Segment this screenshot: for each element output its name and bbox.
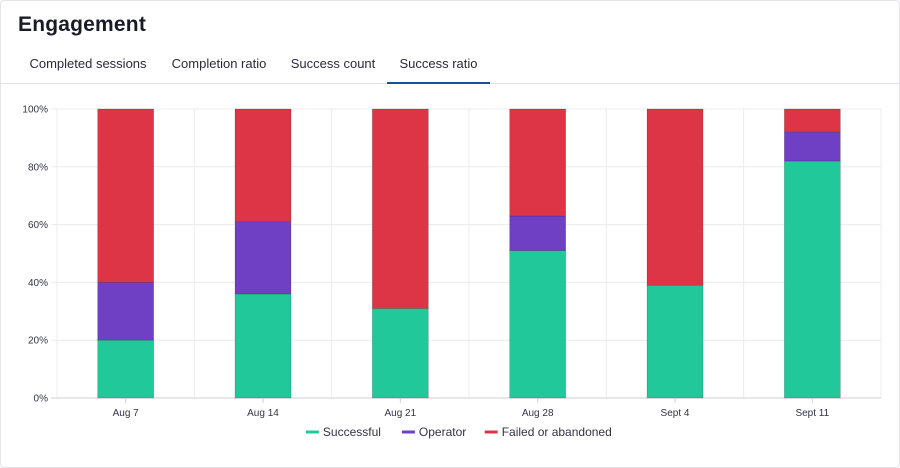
bar-successful (234, 293, 292, 399)
x-tick-label: Aug 21 (384, 408, 416, 419)
bar-successful (784, 160, 841, 399)
tab-success-count[interactable]: Success count (290, 56, 376, 71)
bar-failed-or-abandoned (784, 108, 841, 133)
bar-failed-or-abandoned (646, 108, 704, 286)
chart-tabs: Completed sessions Completion ratio Succ… (1, 45, 899, 84)
x-tick-label: Sept 11 (795, 408, 829, 419)
y-tick-label: 80% (28, 162, 48, 173)
bar-successful (646, 284, 704, 399)
tab-completed-sessions[interactable]: Completed sessions (29, 56, 147, 71)
bar-failed-or-abandoned (372, 108, 429, 309)
bar-operator (97, 282, 154, 341)
x-tick-label: Aug 7 (113, 408, 140, 419)
y-tick-label: 20% (28, 336, 48, 347)
bar-failed-or-abandoned (509, 108, 566, 217)
bar-operator (784, 131, 841, 162)
tab-success-ratio[interactable]: Success ratio (387, 45, 490, 84)
bar-failed-or-abandoned (97, 108, 154, 283)
legend-label: Failed or abandoned (502, 425, 612, 439)
y-tick-label: 0% (34, 394, 49, 405)
bar-operator (509, 215, 566, 251)
y-tick-label: 100% (22, 105, 48, 116)
tab-completion-ratio[interactable]: Completion ratio (171, 56, 267, 71)
success-ratio-chart: 0% 20% 40% 60% 80% 100% Aug 7 Aug 14 Aug 21 Aug 2… (22, 105, 882, 439)
x-tick-label: Aug 14 (247, 408, 279, 419)
bar-successful (509, 250, 566, 399)
bar-failed-or-abandoned (234, 108, 292, 223)
legend-label: Successful (323, 425, 381, 439)
bar-successful (97, 339, 154, 399)
x-tick-label: Aug 28 (522, 408, 554, 419)
legend-label: Operator (419, 425, 466, 439)
bar-successful (372, 308, 429, 399)
x-tick-label: Sept 4 (661, 408, 690, 419)
y-tick-label: 60% (28, 220, 48, 231)
y-tick-label: 40% (28, 278, 48, 289)
card-title: Engagement (18, 13, 147, 36)
bar-operator (234, 221, 292, 295)
